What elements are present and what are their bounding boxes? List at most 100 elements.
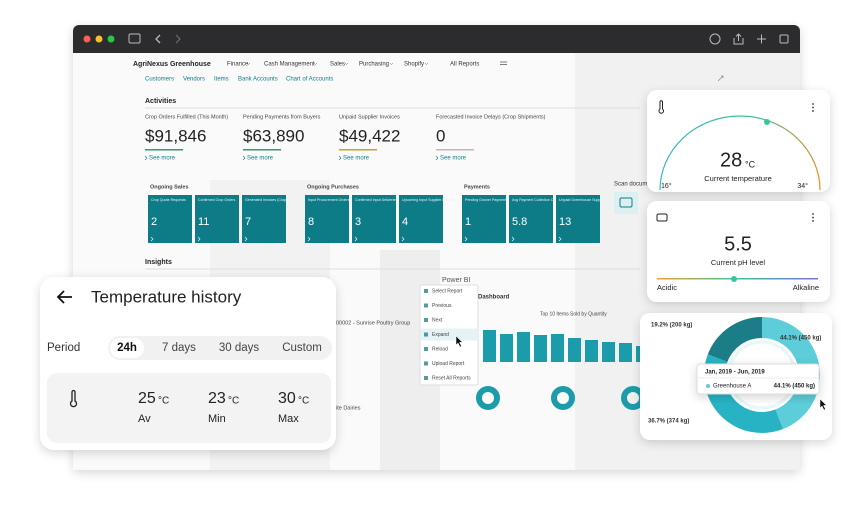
report-bar bbox=[568, 338, 581, 362]
chevron bbox=[313, 62, 318, 65]
tile[interactable] bbox=[195, 195, 239, 243]
tile[interactable] bbox=[556, 195, 600, 243]
period-option[interactable]: 24h bbox=[117, 342, 137, 354]
menu-icon bbox=[424, 376, 428, 380]
menu-icon[interactable] bbox=[812, 213, 814, 222]
tile-value: 5.8 bbox=[512, 216, 527, 228]
tile[interactable] bbox=[148, 195, 192, 243]
back-icon[interactable] bbox=[155, 34, 161, 44]
tooltip-swatch bbox=[706, 384, 710, 388]
ph-card bbox=[647, 201, 830, 302]
menu-item[interactable]: Shopify bbox=[404, 62, 424, 68]
tile-label: Input Procurement Orders bbox=[308, 198, 350, 202]
kpi-link[interactable]: See more bbox=[440, 156, 467, 162]
context-menu-item[interactable]: Reload bbox=[432, 346, 448, 352]
expand-icon[interactable] bbox=[717, 75, 724, 82]
menu-icon bbox=[424, 303, 428, 308]
menu-item[interactable]: All Reports bbox=[450, 62, 479, 68]
chevron bbox=[150, 236, 154, 242]
section-title: Activities bbox=[145, 98, 176, 105]
tile-value: 1 bbox=[465, 216, 471, 228]
report-bar bbox=[483, 330, 496, 362]
chevron bbox=[246, 62, 251, 65]
back-arrow[interactable] bbox=[56, 290, 72, 304]
temperature-label: Current temperature bbox=[704, 174, 772, 183]
donut-segment bbox=[762, 317, 821, 430]
tile[interactable] bbox=[242, 195, 286, 243]
tile[interactable] bbox=[399, 195, 443, 243]
period-label: Period bbox=[47, 342, 80, 354]
nav-link[interactable]: Items bbox=[214, 77, 229, 83]
tooltip-title: Jan, 2019 - Jun, 2019 bbox=[705, 370, 765, 376]
sidebar-icon[interactable] bbox=[128, 33, 141, 44]
nav-link[interactable]: Vendors bbox=[183, 77, 205, 83]
context-menu-item[interactable]: Select Report bbox=[432, 288, 463, 294]
context-menu-item[interactable]: Reset All Reports bbox=[432, 375, 471, 381]
tile[interactable] bbox=[352, 195, 396, 243]
download-icon[interactable] bbox=[709, 33, 721, 45]
forward-icon[interactable] bbox=[175, 34, 181, 44]
ph-indicator bbox=[731, 276, 737, 282]
thermometer-icon bbox=[69, 389, 78, 408]
stat-value: 25 bbox=[138, 390, 156, 407]
share-icon[interactable] bbox=[733, 33, 744, 45]
power-bi-label[interactable]: Power BI bbox=[442, 277, 470, 284]
stat-unit: °C bbox=[158, 396, 169, 407]
kpi-link[interactable]: See more bbox=[343, 156, 370, 162]
card-title: Temperature history bbox=[91, 287, 242, 306]
section-title: Insights bbox=[145, 259, 172, 266]
ph-scale bbox=[657, 278, 818, 280]
menu-icon bbox=[424, 318, 428, 322]
period-option[interactable]: Custom bbox=[282, 342, 322, 354]
maximize-button[interactable] bbox=[107, 35, 115, 43]
report-bar bbox=[585, 340, 598, 362]
menu-item[interactable]: Finance bbox=[227, 62, 249, 68]
period-option[interactable]: 7 days bbox=[162, 342, 196, 354]
menu-icon bbox=[424, 289, 428, 293]
menu-item[interactable]: Cash Management bbox=[264, 62, 315, 68]
report-customer: 00002 - Sunrise Poultry Group bbox=[336, 320, 410, 326]
app-title: AgriNexus Greenhouse bbox=[133, 61, 211, 68]
more-icon[interactable] bbox=[500, 61, 507, 65]
report-bar bbox=[551, 334, 564, 362]
menu-highlight bbox=[421, 328, 477, 341]
menu-item[interactable]: Sales bbox=[330, 62, 345, 68]
close-button[interactable] bbox=[83, 35, 91, 43]
kpi-value: $49,422 bbox=[339, 126, 400, 145]
new-tab-icon[interactable] bbox=[757, 34, 766, 44]
stat-label: Min bbox=[208, 413, 226, 425]
chevron bbox=[558, 236, 562, 242]
tile[interactable] bbox=[305, 195, 349, 243]
chevron bbox=[424, 62, 429, 65]
menu-icon[interactable] bbox=[812, 103, 814, 112]
chevron bbox=[344, 62, 349, 65]
tabs-icon[interactable] bbox=[779, 34, 789, 44]
kpi-value: 0 bbox=[436, 126, 445, 145]
minimize-button[interactable] bbox=[95, 35, 103, 43]
data-label: 19.2% (200 kg) bbox=[651, 323, 692, 329]
context-menu-item[interactable]: Upload Report bbox=[432, 361, 465, 367]
nav-link[interactable]: Bank Accounts bbox=[238, 77, 278, 83]
report-bar bbox=[619, 343, 632, 362]
report-chart-title: Top 10 Items Sold by Quantity bbox=[540, 311, 607, 317]
context-menu-item[interactable]: Previous bbox=[432, 303, 452, 309]
period-option[interactable]: 30 days bbox=[219, 342, 260, 354]
menu-item[interactable]: Purchasing bbox=[359, 62, 389, 68]
stat-value: 23 bbox=[208, 390, 226, 407]
nav-link[interactable]: Chart of Accounts bbox=[286, 77, 333, 83]
temperature-unit: °C bbox=[745, 159, 756, 169]
kpi-link[interactable]: See more bbox=[149, 156, 176, 162]
kpi-bar bbox=[145, 149, 183, 151]
context-menu-item[interactable]: Next bbox=[432, 317, 443, 323]
tile-value: 4 bbox=[402, 216, 408, 228]
data-label: 36.7% (374 kg) bbox=[648, 419, 689, 425]
context-menu-item[interactable]: Expand bbox=[432, 332, 449, 338]
kpi-link[interactable]: See more bbox=[247, 156, 274, 162]
tile[interactable] bbox=[462, 195, 506, 243]
sensor-icon bbox=[656, 213, 668, 222]
tile-group-title: Ongoing Sales bbox=[150, 184, 189, 190]
tile-group-title: Payments bbox=[464, 184, 490, 190]
nav-link[interactable]: Customers bbox=[145, 77, 174, 83]
tile[interactable] bbox=[509, 195, 553, 243]
